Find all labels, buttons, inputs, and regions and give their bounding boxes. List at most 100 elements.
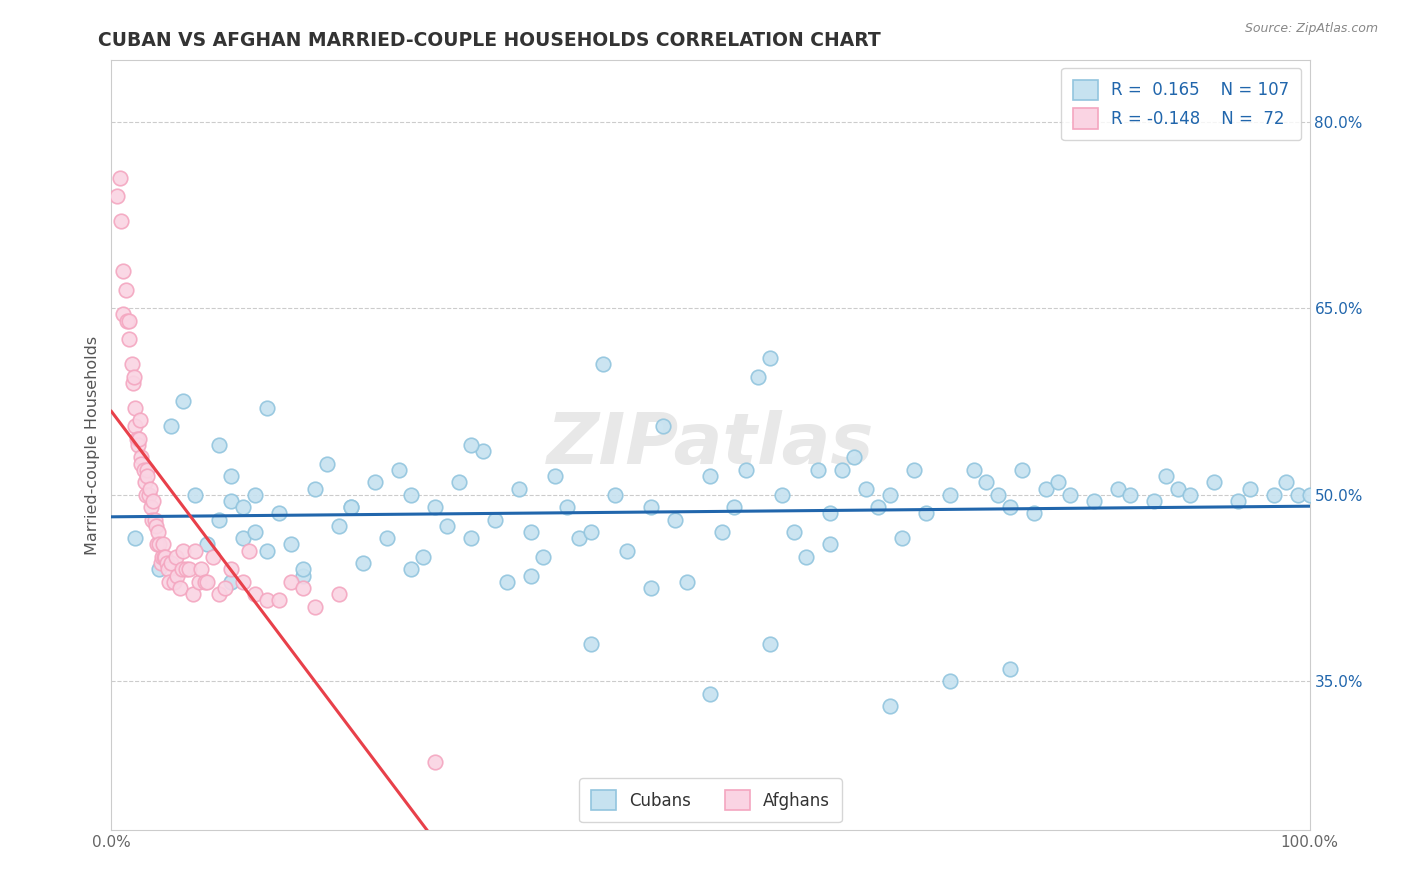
Point: [1059, 488, 1081, 502]
Point: [675, 574, 697, 589]
Point: [174, 562, 197, 576]
Point: [292, 562, 315, 576]
Point: [269, 507, 291, 521]
Point: [747, 369, 769, 384]
Point: [256, 593, 278, 607]
Point: [169, 581, 191, 595]
Point: [243, 587, 266, 601]
Point: [603, 488, 626, 502]
Point: [1178, 488, 1201, 502]
Point: [1035, 482, 1057, 496]
Point: [219, 469, 242, 483]
Point: [108, 170, 131, 185]
Point: [195, 537, 218, 551]
Point: [963, 463, 986, 477]
Point: [155, 549, 177, 564]
Point: [352, 556, 374, 570]
Point: [1298, 488, 1320, 502]
Point: [375, 531, 398, 545]
Point: [160, 419, 183, 434]
Point: [1286, 488, 1309, 502]
Point: [156, 562, 179, 576]
Point: [160, 556, 183, 570]
Point: [544, 469, 567, 483]
Point: [304, 482, 326, 496]
Point: [124, 531, 146, 545]
Text: CUBAN VS AFGHAN MARRIED-COUPLE HOUSEHOLDS CORRELATION CHART: CUBAN VS AFGHAN MARRIED-COUPLE HOUSEHOLD…: [98, 31, 882, 50]
Point: [915, 507, 938, 521]
Point: [735, 463, 758, 477]
Point: [179, 562, 201, 576]
Point: [328, 518, 350, 533]
Y-axis label: Married-couple Households: Married-couple Households: [86, 335, 100, 555]
Point: [640, 581, 662, 595]
Point: [471, 444, 494, 458]
Point: [172, 562, 194, 576]
Point: [1046, 475, 1069, 490]
Point: [243, 488, 266, 502]
Point: [412, 549, 434, 564]
Point: [107, 189, 129, 203]
Point: [150, 549, 173, 564]
Point: [219, 574, 242, 589]
Point: [165, 549, 187, 564]
Point: [807, 463, 830, 477]
Point: [208, 512, 231, 526]
Point: [232, 574, 254, 589]
Point: [292, 568, 315, 582]
Point: [256, 543, 278, 558]
Point: [134, 475, 156, 490]
Point: [136, 463, 159, 477]
Point: [112, 264, 135, 278]
Point: [118, 332, 141, 346]
Point: [328, 587, 350, 601]
Point: [1119, 488, 1142, 502]
Point: [219, 562, 242, 576]
Point: [118, 313, 141, 327]
Point: [399, 488, 422, 502]
Point: [148, 537, 170, 551]
Point: [112, 308, 135, 322]
Point: [202, 549, 225, 564]
Point: [269, 593, 291, 607]
Point: [163, 574, 186, 589]
Point: [891, 531, 914, 545]
Point: [794, 549, 817, 564]
Point: [998, 500, 1021, 515]
Point: [879, 699, 901, 714]
Point: [280, 574, 302, 589]
Point: [232, 500, 254, 515]
Point: [783, 524, 806, 539]
Point: [172, 394, 194, 409]
Point: [1167, 482, 1189, 496]
Point: [219, 494, 242, 508]
Point: [820, 507, 842, 521]
Point: [423, 500, 446, 515]
Point: [1239, 482, 1261, 496]
Point: [124, 419, 146, 434]
Point: [184, 543, 207, 558]
Point: [399, 562, 422, 576]
Point: [711, 524, 734, 539]
Point: [903, 463, 925, 477]
Point: [1143, 494, 1166, 508]
Point: [145, 518, 167, 533]
Point: [195, 574, 218, 589]
Point: [519, 568, 541, 582]
Point: [616, 543, 638, 558]
Point: [423, 755, 446, 769]
Point: [292, 581, 315, 595]
Point: [592, 357, 614, 371]
Point: [1083, 494, 1105, 508]
Point: [1107, 482, 1129, 496]
Point: [770, 488, 793, 502]
Point: [651, 419, 673, 434]
Point: [114, 283, 136, 297]
Point: [238, 543, 260, 558]
Point: [110, 214, 132, 228]
Point: [136, 469, 159, 483]
Point: [115, 313, 138, 327]
Point: [579, 524, 602, 539]
Point: [579, 637, 602, 651]
Point: [820, 537, 842, 551]
